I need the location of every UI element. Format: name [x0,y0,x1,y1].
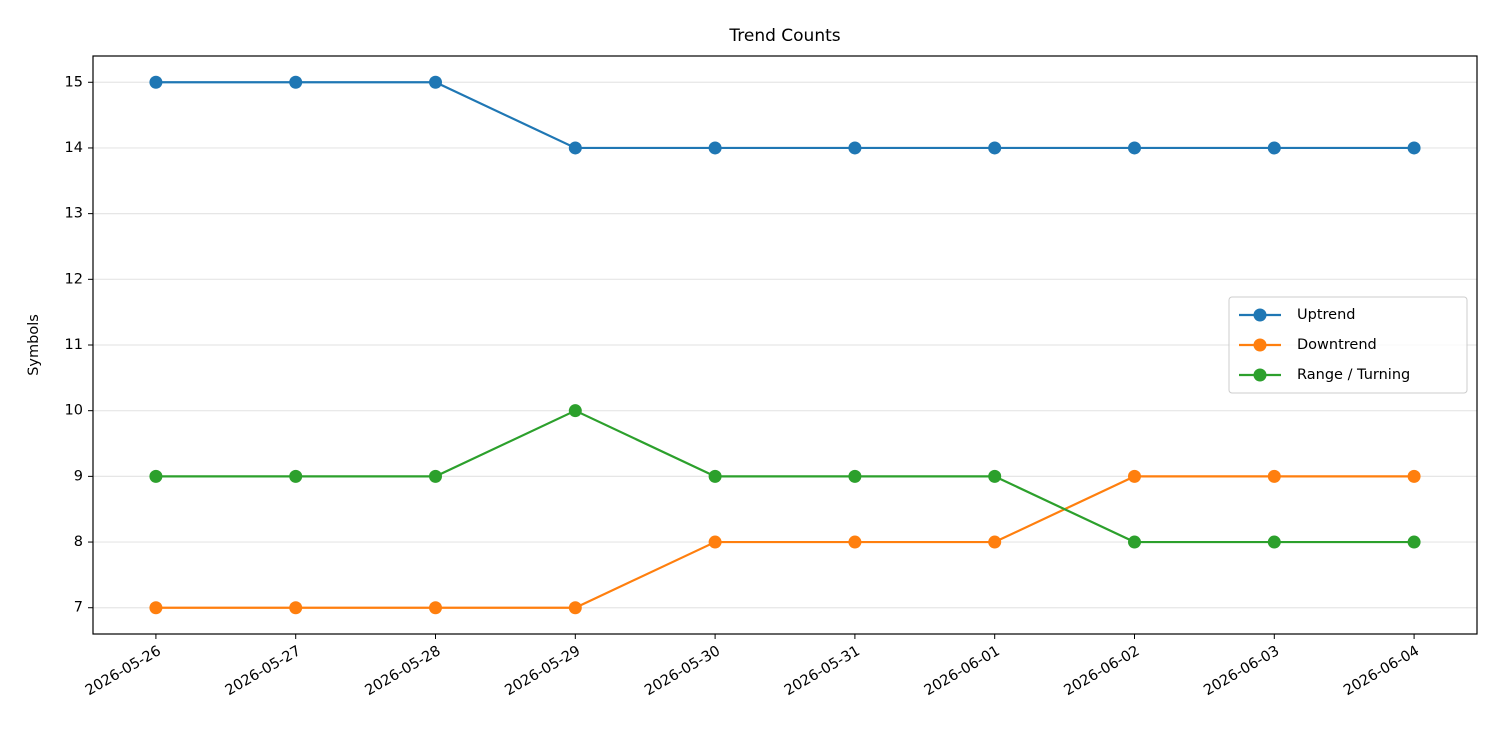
data-point [429,469,443,483]
data-point [149,75,163,89]
data-point [429,75,443,89]
y-tick-label: 12 [65,271,83,287]
y-axis-label: Symbols [26,314,42,376]
y-tick-label: 13 [65,206,83,222]
chart-title: Trend Counts [728,26,840,46]
series-line [155,81,1415,150]
x-tick-label: 2026-05-28 [363,643,444,699]
data-point [149,469,163,483]
data-point [1127,535,1141,549]
data-point [988,469,1002,483]
x-tick-label: 2026-05-30 [642,643,723,699]
legend-label: Range / Turning [1297,367,1410,383]
legend-marker [1253,368,1267,382]
x-tick-label: 2026-06-04 [1341,643,1422,699]
x-tick-label: 2026-06-01 [922,643,1003,699]
legend-label: Uptrend [1297,307,1355,323]
y-tick-label: 15 [65,74,83,90]
legend: Uptrend Downtrend Range / Turning [1228,296,1468,394]
data-point [289,469,303,483]
data-point [708,469,722,483]
data-point [708,535,722,549]
data-point [988,141,1002,155]
data-point [848,469,862,483]
legend-marker [1253,338,1267,352]
series-line [155,475,1415,609]
x-tick-label: 2026-05-27 [223,643,304,699]
data-point [1267,141,1281,155]
x-tick-label: 2026-06-03 [1201,643,1282,699]
x-tick-label: 2026-05-31 [782,643,863,699]
data-point [568,601,582,615]
legend-box [1228,296,1468,394]
data-point [568,141,582,155]
series-line [155,409,1415,544]
x-tick-label: 2026-05-29 [502,643,583,699]
y-tick-label: 9 [74,468,83,484]
y-tick-label: 11 [65,337,83,353]
legend-label: Downtrend [1297,337,1377,353]
y-tick-label: 7 [74,600,83,616]
data-point [289,601,303,615]
y-tick-label: 8 [74,534,83,550]
data-point [708,141,722,155]
data-point [1407,141,1421,155]
data-point [289,75,303,89]
plot-frame [92,55,1478,635]
y-tick-label: 10 [65,403,83,419]
legend-marker [1253,308,1267,322]
x-tick-label: 2026-06-02 [1062,643,1143,699]
data-point [848,141,862,155]
data-point [568,404,582,418]
data-point [1267,469,1281,483]
data-point [1267,535,1281,549]
x-tick-label: 2026-05-26 [83,643,164,699]
y-tick-label: 14 [65,140,83,156]
data-point [1127,469,1141,483]
data-point [149,601,163,615]
data-point [1127,141,1141,155]
data-point [988,535,1002,549]
data-point [848,535,862,549]
data-point [1407,469,1421,483]
data-point [429,601,443,615]
data-point [1407,535,1421,549]
